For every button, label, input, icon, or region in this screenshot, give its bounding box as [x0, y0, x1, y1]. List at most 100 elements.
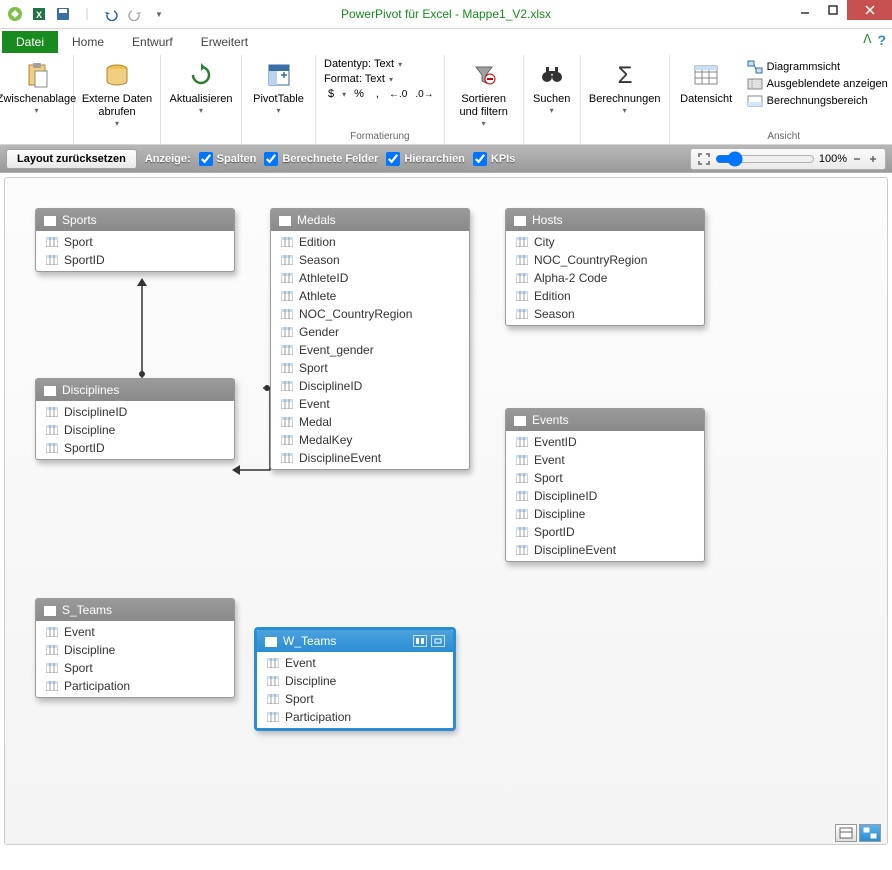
table-column[interactable]: SportID: [36, 439, 234, 457]
table-column[interactable]: Event: [36, 623, 234, 641]
external-data-button[interactable]: Externe Daten abrufen ▾: [78, 57, 156, 129]
undo-icon[interactable]: [100, 3, 122, 25]
table-column[interactable]: Discipline: [36, 421, 234, 439]
table-column[interactable]: DisciplineEvent: [271, 449, 469, 467]
table-column[interactable]: Participation: [36, 677, 234, 695]
table-node-w_teams[interactable]: W_Teams EventDisciplineSportParticipation: [255, 628, 455, 730]
help-icon[interactable]: ?: [877, 32, 886, 48]
clipboard-button[interactable]: Zwischenablage ▾: [4, 57, 69, 129]
table-header[interactable]: Sports: [36, 209, 234, 231]
table-column[interactable]: Discipline: [506, 505, 704, 523]
table-column[interactable]: NOC_CountryRegion: [271, 305, 469, 323]
table-node-sports[interactable]: Sports SportSportID: [35, 208, 235, 272]
format-dropdown[interactable]: Format: Text ▾: [320, 72, 440, 86]
table-column[interactable]: Sport: [271, 359, 469, 377]
table-column[interactable]: AthleteID: [271, 269, 469, 287]
maximize-button[interactable]: [819, 0, 847, 20]
dataview-switch-button[interactable]: [835, 824, 857, 842]
tab-datei[interactable]: Datei: [2, 31, 58, 53]
reset-layout-button[interactable]: Layout zurücksetzen: [6, 149, 137, 169]
ribbon-collapse-icon[interactable]: ᐱ: [863, 32, 871, 48]
minimize-button[interactable]: [791, 0, 819, 20]
calcarea-button[interactable]: Berechnungsbereich: [743, 93, 892, 109]
table-column[interactable]: Sport: [506, 469, 704, 487]
excel-icon[interactable]: X: [28, 3, 50, 25]
table-header[interactable]: Disciplines: [36, 379, 234, 401]
datatype-dropdown[interactable]: Datentyp: Text ▾: [320, 57, 440, 71]
save-icon[interactable]: [52, 3, 74, 25]
showhidden-button[interactable]: Ausgeblendete anzeigen: [743, 76, 892, 92]
table-column[interactable]: EventID: [506, 433, 704, 451]
table-column[interactable]: Gender: [271, 323, 469, 341]
table-column[interactable]: Season: [506, 305, 704, 323]
currency-button[interactable]: $: [324, 88, 338, 100]
table-node-disciplines[interactable]: Disciplines DisciplineIDDisciplineSportID: [35, 378, 235, 460]
table-column[interactable]: DisciplineID: [506, 487, 704, 505]
maximize-node-icon[interactable]: [413, 635, 427, 647]
table-column[interactable]: DisciplineEvent: [506, 541, 704, 559]
close-button[interactable]: [847, 0, 892, 20]
table-column[interactable]: Discipline: [257, 672, 453, 690]
table-column[interactable]: Athlete: [271, 287, 469, 305]
app-icon[interactable]: [4, 3, 26, 25]
diagramview-button[interactable]: Diagrammsicht: [743, 59, 892, 75]
dataview-button[interactable]: Datensicht: [674, 57, 739, 129]
calcfields-checkbox[interactable]: Berechnete Felder: [264, 152, 378, 166]
sort-filter-button[interactable]: Sortieren und filtern ▾: [449, 57, 519, 129]
tab-entwurf[interactable]: Entwurf: [118, 31, 187, 53]
table-column[interactable]: Sport: [36, 659, 234, 677]
table-column[interactable]: Edition: [271, 233, 469, 251]
sigma-icon: Σ: [609, 59, 641, 91]
tab-erweitert[interactable]: Erweitert: [187, 31, 262, 53]
zoom-in-icon[interactable]: [867, 153, 879, 165]
restore-node-icon[interactable]: [431, 635, 445, 647]
table-column[interactable]: DisciplineID: [36, 403, 234, 421]
table-column[interactable]: Event: [257, 654, 453, 672]
table-column[interactable]: City: [506, 233, 704, 251]
redo-icon[interactable]: [124, 3, 146, 25]
table-column[interactable]: SportID: [36, 251, 234, 269]
table-column[interactable]: DisciplineID: [271, 377, 469, 395]
percent-button[interactable]: %: [350, 88, 368, 100]
zoom-out-icon[interactable]: [851, 153, 863, 165]
table-node-events[interactable]: EventsEventIDEventSportDisciplineIDDisci…: [505, 408, 705, 562]
calculations-button[interactable]: Σ Berechnungen ▾: [585, 57, 665, 129]
table-node-hosts[interactable]: Hosts CityNOC_CountryRegionAlpha-2 CodeEd…: [505, 208, 705, 326]
table-column[interactable]: Season: [271, 251, 469, 269]
thousands-button[interactable]: ,: [372, 88, 383, 100]
table-column[interactable]: Edition: [506, 287, 704, 305]
table-column[interactable]: Discipline: [36, 641, 234, 659]
table-header[interactable]: S_Teams: [36, 599, 234, 621]
fit-icon[interactable]: [697, 152, 711, 166]
qat-dropdown-icon[interactable]: ▼: [148, 3, 170, 25]
table-column[interactable]: MedalKey: [271, 431, 469, 449]
kpis-checkbox[interactable]: KPIs: [473, 152, 515, 166]
columns-checkbox[interactable]: Spalten: [199, 152, 257, 166]
search-button[interactable]: Suchen ▾: [528, 57, 576, 129]
table-column[interactable]: SportID: [506, 523, 704, 541]
decrease-decimal-icon[interactable]: .0→: [413, 89, 435, 100]
table-column[interactable]: NOC_CountryRegion: [506, 251, 704, 269]
refresh-button[interactable]: Aktualisieren ▾: [165, 57, 237, 129]
table-column[interactable]: Participation: [257, 708, 453, 726]
table-header[interactable]: Events: [506, 409, 704, 431]
table-header[interactable]: Medals: [271, 209, 469, 231]
table-header[interactable]: Hosts: [506, 209, 704, 231]
table-column[interactable]: Sport: [257, 690, 453, 708]
table-column[interactable]: Event_gender: [271, 341, 469, 359]
table-column[interactable]: Event: [506, 451, 704, 469]
table-node-s_teams[interactable]: S_Teams EventDisciplineSportParticipation: [35, 598, 235, 698]
table-column[interactable]: Sport: [36, 233, 234, 251]
pivottable-button[interactable]: PivotTable ▾: [246, 57, 311, 129]
tab-home[interactable]: Home: [58, 31, 118, 53]
zoom-slider[interactable]: [715, 151, 815, 167]
diagram-canvas[interactable]: SportsSportSportIDDisciplinesDisciplineI…: [4, 177, 888, 845]
table-header[interactable]: W_Teams: [257, 630, 453, 652]
increase-decimal-icon[interactable]: ←.0: [387, 89, 409, 100]
table-column[interactable]: Event: [271, 395, 469, 413]
table-node-medals[interactable]: Medals EditionSeasonAthleteIDAthleteNOC_C…: [270, 208, 470, 470]
hierarchies-checkbox[interactable]: Hierarchien: [386, 152, 465, 166]
table-column[interactable]: Medal: [271, 413, 469, 431]
diagramview-switch-button[interactable]: [859, 824, 881, 842]
table-column[interactable]: Alpha-2 Code: [506, 269, 704, 287]
